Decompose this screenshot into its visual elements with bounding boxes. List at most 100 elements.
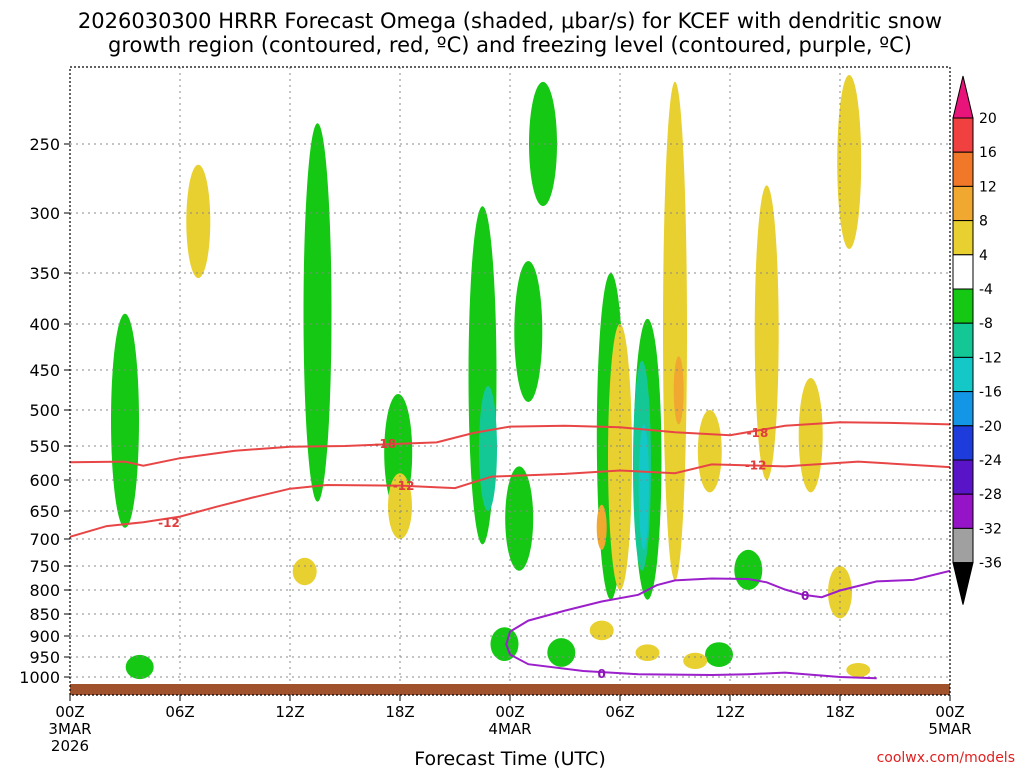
omega-region-17 (186, 164, 211, 279)
colorbar-swatch-7 (952, 322, 974, 358)
contour-line-2-lower (509, 653, 877, 680)
colorbar-swatch-2 (952, 151, 974, 187)
omega-region-0 (111, 313, 139, 528)
y-tick-label-11: 800 (29, 581, 60, 600)
colorbar-label-12: -32 (979, 521, 1002, 537)
y-tick-label-9: 700 (29, 530, 60, 549)
omega-region-29 (846, 663, 871, 677)
omega-shading (111, 75, 871, 680)
colorbar-swatch-11 (952, 459, 974, 495)
contour-label-3: -12 (393, 479, 415, 493)
colorbar-swatch-9 (952, 391, 974, 427)
colorbar-swatch-13 (952, 527, 974, 564)
x-tick-label-6: 12Z (715, 703, 744, 721)
omega-region-26 (589, 620, 614, 641)
omega-region-2 (303, 123, 332, 502)
y-tick-label-8: 650 (29, 502, 60, 521)
contour-label-1: -18 (747, 426, 769, 440)
y-tick-label-10: 750 (29, 557, 60, 576)
omega-region-10 (734, 549, 763, 591)
colorbar-swatch-1 (952, 117, 974, 153)
y-tick-label-13: 900 (29, 627, 60, 646)
x-axis-title: Forecast Time (UTC) (414, 748, 605, 768)
colorbar-label-2: 12 (979, 179, 997, 195)
colorbar-label-8: -16 (979, 385, 1002, 401)
x-tick-date-8: 5MAR (928, 720, 971, 738)
y-axis-pressure: 250 300 350 400 450 500 550 600 650 700 750 800 850 9… (19, 135, 70, 687)
colorbar-swatch-10 (952, 425, 974, 461)
omega-region-16 (638, 424, 649, 550)
omega-region-31 (673, 356, 684, 425)
omega-region-6 (514, 261, 543, 402)
colorbar-label-1: 16 (979, 145, 997, 161)
omega-region-5 (505, 466, 534, 571)
x-tick-label-0: 00Z (55, 703, 84, 721)
omega-region-1 (125, 654, 154, 680)
y-tick-label-15: 1000 (19, 668, 60, 687)
x-tick-label-8: 00Z (935, 703, 964, 721)
omega-region-19 (663, 81, 687, 581)
omega-region-14 (479, 386, 497, 511)
contour-line-2 (505, 569, 950, 655)
y-tick-label-12: 850 (29, 605, 60, 624)
x-tick-date-4: 4MAR (488, 720, 531, 738)
colorbar-label-4: 4 (979, 248, 988, 264)
chart-title-line-1: 2026030300 HRRR Forecast Omega (shaded, … (78, 9, 942, 33)
colorbar-swatch-5 (952, 254, 974, 290)
omega-region-22 (828, 566, 852, 619)
contour-line-0 (70, 421, 950, 467)
colorbar-swatch-12 (952, 493, 974, 529)
contour-label-6: 0 (597, 667, 605, 681)
contour-labels: -18 -18 -12 -12 -12 0 0 (158, 426, 809, 681)
colorbar-label-6: -8 (979, 316, 993, 332)
omega-region-7 (529, 81, 557, 207)
y-tick-label-1: 300 (29, 204, 60, 223)
x-tick-label-3: 18Z (385, 703, 414, 721)
colorbar-swatch-8 (952, 356, 974, 393)
omega-region-13 (705, 642, 733, 667)
x-tick-label-4: 00Z (495, 703, 524, 721)
omega-region-12 (547, 638, 576, 667)
colorbar: 20 16 12 8 4 -4 -8 -12 -16 -20 -24 -28 -32 -36 (952, 75, 1002, 605)
credit-text: coolwx.com/models (877, 750, 1015, 766)
contour-label-5: 0 (801, 589, 809, 603)
plot-grid (70, 67, 950, 695)
omega-region-30 (292, 557, 317, 586)
omega-region-32 (596, 504, 607, 550)
colorbar-label-11: -28 (979, 487, 1002, 503)
contour-label-0: -18 (374, 437, 396, 451)
y-tick-label-6: 550 (29, 437, 60, 456)
y-tick-label-3: 400 (29, 315, 60, 334)
ground-terrain (70, 684, 950, 695)
x-tick-date-0: 3MAR (48, 720, 91, 738)
colorbar-swatch-3 (952, 185, 974, 222)
colorbar-label-5: -4 (979, 282, 993, 298)
contour-label-4: -12 (745, 459, 767, 473)
y-tick-label-14: 950 (29, 648, 60, 667)
omega-region-25 (798, 378, 823, 493)
colorbar-swatch-4 (952, 220, 974, 256)
chart-title-line-2: growth region (contoured, red, ºC) and f… (108, 33, 912, 57)
y-tick-label-0: 250 (29, 135, 60, 154)
colorbar-swatch-6 (952, 288, 974, 324)
omega-region-28 (683, 652, 708, 670)
x-tick-year-0: 2026 (51, 737, 89, 755)
omega-region-21 (837, 75, 862, 249)
y-tick-label-2: 350 (29, 264, 60, 283)
y-tick-label-7: 600 (29, 471, 60, 490)
colorbar-label-7: -12 (979, 350, 1002, 366)
colorbar-label-0: 20 (979, 111, 997, 127)
x-tick-label-1: 06Z (165, 703, 194, 721)
colorbar-label-3: 8 (979, 214, 988, 230)
colorbar-label-10: -24 (979, 453, 1002, 469)
colorbar-label-13: -36 (979, 556, 1002, 572)
y-tick-label-4: 450 (29, 361, 60, 380)
x-tick-label-7: 18Z (825, 703, 854, 721)
omega-region-24 (697, 410, 722, 493)
contour-label-2: -12 (158, 516, 180, 530)
x-tick-label-2: 12Z (275, 703, 304, 721)
x-tick-label-5: 06Z (605, 703, 634, 721)
omega-region-27 (635, 644, 660, 661)
